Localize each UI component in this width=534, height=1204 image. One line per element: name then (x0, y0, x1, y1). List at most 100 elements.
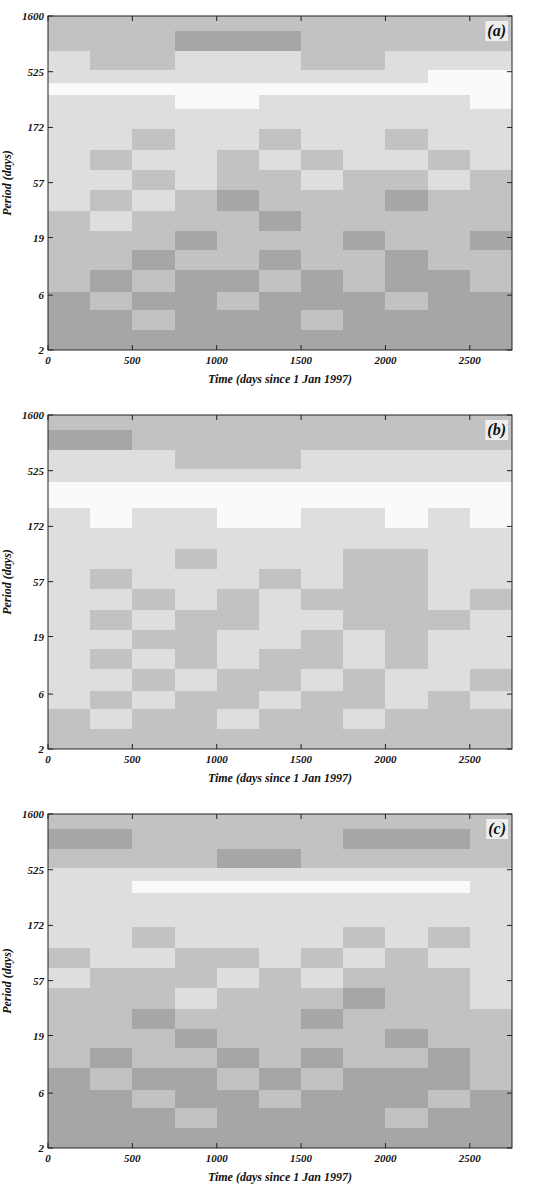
cell (428, 527, 471, 549)
cell (175, 828, 218, 849)
cell (217, 568, 260, 589)
cell (90, 468, 133, 482)
cell (217, 867, 260, 881)
cell (90, 1047, 133, 1068)
cell (343, 814, 386, 829)
cell (470, 527, 512, 549)
cell (385, 450, 428, 469)
cell (301, 249, 344, 270)
cell (385, 907, 428, 927)
cell (90, 1128, 133, 1148)
cell (301, 309, 344, 330)
cell (132, 468, 175, 482)
cell (428, 16, 471, 31)
cell (343, 494, 386, 508)
cell (132, 849, 175, 868)
cell (259, 482, 302, 495)
cell (132, 16, 175, 31)
cell (428, 482, 471, 495)
x-tick (301, 814, 302, 819)
cell (301, 629, 344, 649)
cell (428, 568, 471, 589)
cell (48, 828, 91, 849)
y-tick (507, 71, 512, 72)
cell (48, 849, 91, 868)
cell (217, 83, 260, 96)
y-tick (48, 581, 53, 582)
cell (343, 648, 386, 669)
cell (470, 967, 512, 988)
y-tick (48, 694, 53, 695)
x-tick (216, 16, 217, 21)
cell (470, 1047, 512, 1068)
y-tick-label: 2 (38, 1142, 45, 1154)
cell (428, 189, 471, 210)
cell (90, 648, 133, 669)
cell (301, 828, 344, 849)
x-tick (48, 814, 49, 819)
y-tick (48, 350, 53, 351)
cell (132, 1089, 175, 1108)
cell (175, 987, 218, 1008)
cell (385, 95, 428, 109)
cell (343, 708, 386, 729)
cell (343, 1008, 386, 1029)
x-tick-label: 500 (124, 753, 141, 765)
cell (301, 1107, 344, 1128)
cell (132, 629, 175, 649)
cell (428, 907, 471, 927)
cell (90, 893, 133, 907)
cell (48, 249, 91, 270)
cell (301, 150, 344, 170)
cell (385, 249, 428, 270)
cell (48, 30, 91, 51)
cell (301, 270, 344, 292)
x-tick-label: 0 (45, 753, 51, 765)
x-tick-label: 0 (45, 354, 51, 366)
cell (385, 527, 428, 549)
label-patch (486, 819, 508, 839)
cell (343, 549, 386, 569)
cell (132, 1107, 175, 1128)
cell (90, 588, 133, 609)
cell (90, 967, 133, 988)
cell (343, 987, 386, 1008)
cell (259, 1028, 302, 1048)
cell (343, 669, 386, 691)
cell (470, 189, 512, 210)
cell (132, 881, 175, 894)
cell (132, 109, 175, 129)
x-tick (301, 1143, 302, 1148)
cell (259, 83, 302, 96)
cell (301, 588, 344, 609)
cell (132, 429, 175, 450)
cell (48, 508, 91, 528)
cell (385, 210, 428, 231)
cell (48, 494, 91, 508)
cell (132, 907, 175, 927)
y-tick (507, 581, 512, 582)
panel-label: (c) (488, 820, 506, 838)
cell (470, 83, 512, 96)
y-tick (507, 1093, 512, 1094)
x-tick-label: 1000 (206, 753, 229, 765)
x-tick (385, 345, 386, 350)
y-tick (507, 814, 512, 815)
cell (470, 907, 512, 927)
cell (470, 867, 512, 881)
cell (301, 708, 344, 729)
x-tick-label: 2000 (373, 354, 397, 366)
cell (48, 549, 91, 569)
x-tick (469, 744, 470, 749)
cell (343, 249, 386, 270)
cell (217, 429, 260, 450)
x-axis-title: Time (days since 1 Jan 1997) (208, 1170, 352, 1184)
y-tick (507, 350, 512, 351)
cell (175, 669, 218, 691)
cell (428, 1107, 471, 1128)
cell (301, 690, 344, 709)
cell (470, 669, 512, 691)
cell (48, 527, 91, 549)
cell (48, 926, 91, 948)
cell (343, 210, 386, 231)
